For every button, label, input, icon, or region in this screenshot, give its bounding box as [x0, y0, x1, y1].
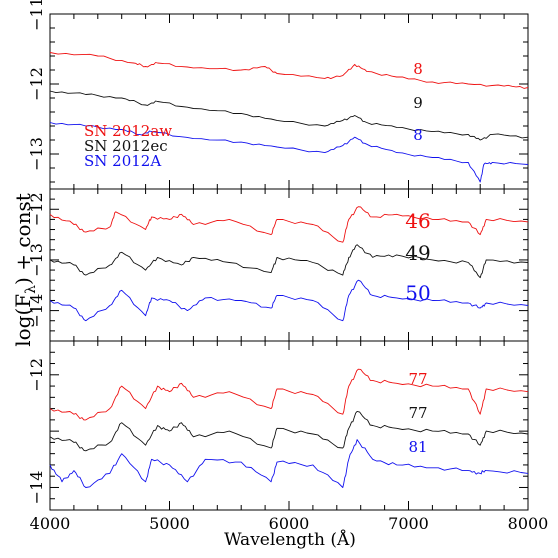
spectrum-sn-2012a [49, 439, 529, 488]
epoch-label: 46 [405, 209, 430, 233]
legend-entry: SN 2012ec [84, 137, 168, 155]
y-tick-label: −14 [27, 471, 46, 505]
y-tick-label: −12 [27, 192, 46, 226]
spectrum-sn-2012aw [49, 52, 529, 89]
epoch-label: 77 [408, 370, 427, 388]
spectrum-sn-2012aw [49, 368, 529, 421]
x-axis-label: Wavelength (Å) [224, 529, 356, 550]
y-label-part: ) + const [11, 193, 35, 285]
epoch-label: 77 [408, 404, 427, 422]
x-tick-label: 7000 [388, 514, 429, 533]
epoch-label: 9 [413, 94, 423, 112]
legend-entry: SN 2012A [84, 152, 161, 170]
y-tick-label: −13 [27, 137, 46, 171]
y-axis-label: log(Fλ) + const [11, 193, 39, 347]
panel-frame [49, 188, 529, 342]
spectrum-sn-2012a [49, 279, 529, 322]
panels: −11 −12 −13 8 9 8 −12 −13 −14 46 49 50 −12 −14 77 77 81 4… [27, 0, 548, 533]
spectrum-sn-2012ec [49, 410, 529, 452]
y-label-subscript: λ [23, 285, 39, 294]
spectrum-sn-2012ec [49, 90, 529, 141]
epoch-label: 8 [413, 126, 423, 144]
x-tick-label: 6000 [269, 514, 310, 533]
spectrum-sn-2012ec [49, 244, 529, 279]
x-tick-label: 5000 [149, 514, 190, 533]
x-tick-label: 4000 [30, 514, 71, 533]
y-tick-label: −14 [27, 294, 46, 328]
y-label-part: log(F [11, 294, 35, 347]
y-tick-label: −12 [27, 67, 46, 101]
spectrum-sn-2012a [49, 122, 529, 183]
panel-middle: −12 −13 −14 46 49 50 [27, 188, 529, 342]
legend-entry: SN 2012aw [84, 122, 172, 140]
y-tick-label: −11 [27, 0, 46, 31]
panel-bottom: −12 −14 77 77 81 4000 5000 6000 7000 8000 [27, 340, 549, 533]
epoch-label: 49 [405, 241, 430, 265]
epoch-label: 81 [408, 438, 427, 456]
spectrum-sn-2012aw [49, 206, 529, 243]
x-tick-label: 8000 [508, 514, 549, 533]
epoch-label: 50 [405, 281, 430, 305]
panel-top: −11 −12 −13 8 9 8 [27, 0, 529, 190]
epoch-label: 8 [413, 60, 423, 78]
y-tick-label: −12 [27, 358, 46, 392]
y-tick-label: −13 [27, 243, 46, 277]
panel-frame [49, 340, 529, 511]
